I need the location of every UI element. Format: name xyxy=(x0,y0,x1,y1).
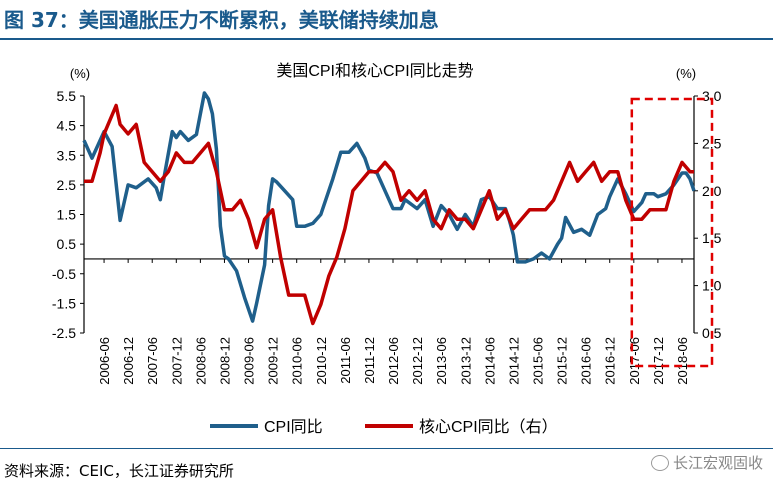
figure-title: 图 37：美国通胀压力不断累积，美联储持续加息 xyxy=(4,8,439,32)
x-tick-label: 2008-06 xyxy=(193,337,208,385)
right-tick-label: 1.5 xyxy=(702,230,722,246)
wechat-icon xyxy=(650,454,669,471)
x-tick-label: 2007-12 xyxy=(169,337,184,385)
x-tick-label: 2012-12 xyxy=(410,337,425,385)
highlight-box xyxy=(630,97,714,368)
core-cpi-line xyxy=(84,103,694,326)
left-tick-label: 5.5 xyxy=(57,88,77,104)
x-tick-label: 2011-06 xyxy=(338,337,353,384)
x-tick-label: 2010-12 xyxy=(314,337,329,385)
left-tick-label: 0.5 xyxy=(57,236,77,252)
title-rule xyxy=(0,38,773,40)
x-tick-label: 2013-06 xyxy=(434,337,449,385)
x-tick-label: 2014-12 xyxy=(506,337,521,385)
legend: CPI同比 核心CPI同比（右） xyxy=(210,418,558,436)
source-note: 资料来源：CEIC，长江证券研究所 xyxy=(4,462,234,480)
chart: 美国CPI和核心CPI同比走势 (%) (%) 5.5 4.5 3.5 2.5 1.5 0… xyxy=(52,62,722,436)
watermark: 长江宏观固收 xyxy=(650,452,763,473)
x-tick-label: 2006-12 xyxy=(121,337,136,385)
x-tick-label: 2009-12 xyxy=(266,337,281,385)
x-tick-label: 2010-06 xyxy=(290,337,305,385)
x-tick-label: 2016-12 xyxy=(603,337,618,385)
x-tick-label: 2008-12 xyxy=(217,337,232,385)
source-rule xyxy=(0,448,773,449)
x-tick-label: 2011-12 xyxy=(362,337,377,384)
right-axis-unit: (%) xyxy=(676,66,696,81)
x-tick-label: 2012-06 xyxy=(386,337,401,385)
x-tick-label: 2017-12 xyxy=(651,337,666,385)
x-tick-label: 2007-06 xyxy=(145,337,160,385)
left-tick-label: -0.5 xyxy=(52,266,76,282)
left-tick-label: -2.5 xyxy=(52,325,76,341)
cpi-line xyxy=(82,91,696,323)
left-tick-label: 3.5 xyxy=(57,147,77,163)
x-tick-label: 2014-06 xyxy=(482,337,497,385)
chart-title: 美国CPI和核心CPI同比走势 xyxy=(276,62,473,80)
right-tick-label: 3.0 xyxy=(702,88,722,104)
x-tick-label: 2015-06 xyxy=(530,337,545,385)
watermark-text: 长江宏观固收 xyxy=(672,454,763,472)
legend-cpi-label: CPI同比 xyxy=(264,418,323,436)
x-tick-label: 2018-06 xyxy=(675,337,690,385)
x-tick-label: 2017-06 xyxy=(627,337,642,385)
x-tick-label: 2016-06 xyxy=(579,337,594,385)
left-tick-label: 2.5 xyxy=(57,177,77,193)
x-tick-label: 2015-12 xyxy=(555,337,570,385)
x-axis-ticks: 2006-06 2006-12 2007-06 2007-12 2008-06 2008-… xyxy=(97,258,690,385)
right-y-axis-ticks: 3.02.52.01.51.00.5 xyxy=(694,88,722,341)
x-tick-label: 2013-12 xyxy=(458,337,473,385)
series-lines xyxy=(82,91,696,326)
x-tick-label: 2009-06 xyxy=(242,337,257,385)
left-tick-label: -1.5 xyxy=(52,295,76,311)
left-tick-label: 4.5 xyxy=(57,118,77,134)
x-tick-label: 2006-06 xyxy=(97,337,112,385)
left-tick-label: 1.5 xyxy=(57,207,77,223)
left-y-axis-ticks: 5.5 4.5 3.5 2.5 1.5 0.5 -0.5 -1.5 -2.5 xyxy=(52,88,84,341)
axes xyxy=(83,96,695,333)
legend-core-label: 核心CPI同比（右） xyxy=(419,418,558,436)
left-axis-unit: (%) xyxy=(70,66,90,81)
